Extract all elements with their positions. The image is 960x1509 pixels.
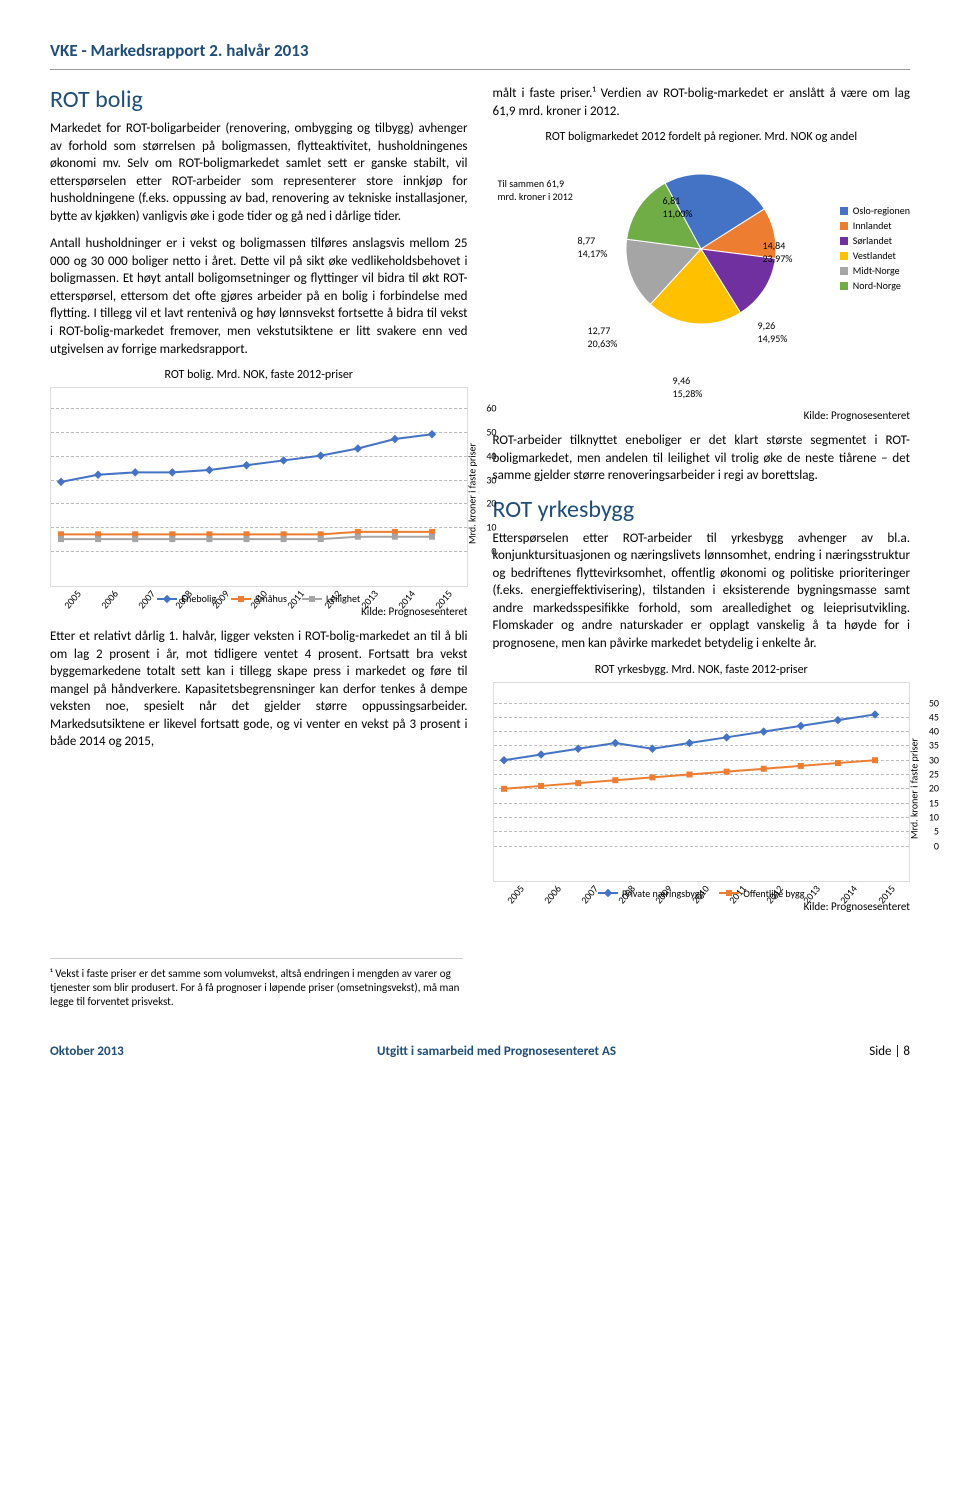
right-intro: målt i faste priser.¹ Verdien av ROT-bol…: [493, 85, 911, 120]
pie-slice-label: 14,84 23,97%: [763, 239, 793, 265]
pie-slice-label: 9,46 15,28%: [673, 374, 703, 400]
rot-yrkesbygg-para: Etterspørselen etter ROT-arbeider til yr…: [493, 530, 911, 653]
page-footer: Oktober 2013 Utgitt i samarbeid med Prog…: [50, 1044, 910, 1059]
chart1-title: ROT bolig. Mrd. NOK, faste 2012-priser: [50, 368, 468, 382]
section-rot-yrkesbygg-title: ROT yrkesbygg: [493, 495, 911, 524]
yaxis-tick: 10: [486, 521, 496, 534]
chart2-title: ROT yrkesbygg. Mrd. NOK, faste 2012-pris…: [493, 663, 911, 677]
yaxis-tick: 20: [486, 497, 496, 510]
yaxis-tick: 30: [929, 753, 939, 766]
footnote: ¹ Vekst i faste priser er det samme som …: [50, 958, 463, 1010]
pie-slice-label: 8,77 14,17%: [578, 234, 608, 260]
pie-legend: Oslo-regionen Innlandet Sørlandet Vestlande…: [840, 204, 910, 294]
pie-legend-item: Midt-Norge: [840, 264, 910, 277]
page-header: VKE - Markedsrapport 2. halvår 2013: [50, 40, 910, 61]
yaxis-tick: 0: [934, 839, 939, 852]
yaxis-tick: 10: [929, 810, 939, 823]
pie-slice-label: 6,81 11,00%: [663, 194, 693, 220]
pie-subtitle: Til sammen 61,9 mrd. kroner i 2012: [498, 177, 578, 203]
pie-chart-rot-regions: Til sammen 61,9 mrd. kroner i 2012 Oslo-…: [493, 149, 911, 409]
pie-legend-item: Sørlandet: [840, 234, 910, 247]
right-column: målt i faste priser.¹ Verdien av ROT-bol…: [493, 85, 911, 923]
rot-bolig-para2: Antall husholdninger er i vekst og bolig…: [50, 235, 468, 358]
pie-legend-item: Oslo-regionen: [840, 204, 910, 217]
yaxis-tick: 15: [929, 796, 939, 809]
yaxis-tick: 30: [486, 473, 496, 486]
footer-date: Oktober 2013: [50, 1044, 124, 1059]
yaxis-tick: 25: [929, 768, 939, 781]
yaxis-tick: 50: [929, 696, 939, 709]
chart1-rot-bolig: 0102030405060200520062007200820092010201…: [50, 387, 468, 587]
yaxis-tick: 40: [486, 449, 496, 462]
yaxis-tick: 45: [929, 710, 939, 723]
pie-source: Kilde: Prognosesenteret: [493, 409, 911, 422]
rot-bolig-para1: Markedet for ROT-boligarbeider (renoveri…: [50, 120, 468, 225]
yaxis-tick: 5: [934, 825, 939, 838]
yaxis-tick: 50: [486, 425, 496, 438]
left-column: ROT bolig Markedet for ROT-boligarbeider…: [50, 85, 468, 923]
pie-legend-item: Vestlandet: [840, 249, 910, 262]
pie-legend-item: Innlandet: [840, 219, 910, 232]
section-rot-bolig-title: ROT bolig: [50, 85, 468, 114]
chart2-rot-yrkesbygg: 0510152025303540455020052006200720082009…: [493, 682, 911, 882]
rot-bolig-para4: ROT-arbeider tilknyttet eneboliger er de…: [493, 432, 911, 485]
pie-title: ROT boligmarkedet 2012 fordelt på region…: [493, 130, 911, 144]
rot-bolig-para3: Etter et relativt dårlig 1. halvår, ligg…: [50, 628, 468, 751]
yaxis-tick: 20: [929, 782, 939, 795]
footer-page: Side | 8: [869, 1044, 910, 1059]
footer-publisher: Utgitt i samarbeid med Prognosesenteret …: [377, 1044, 616, 1059]
yaxis-tick: 35: [929, 739, 939, 752]
pie-slice-label: 9,26 14,95%: [758, 319, 788, 345]
header-rule: [50, 69, 910, 70]
yaxis-tick: 0: [491, 545, 496, 558]
yaxis-tick: 40: [929, 725, 939, 738]
pie-slice-label: 12,77 20,63%: [588, 324, 618, 350]
pie-legend-item: Nord-Norge: [840, 279, 910, 292]
